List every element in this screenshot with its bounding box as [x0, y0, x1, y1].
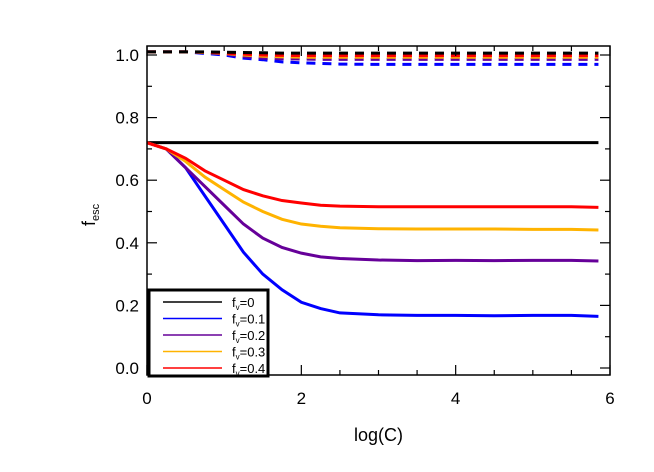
- legend-label: fv=0.2: [232, 328, 265, 345]
- y-tick-label: 0.2: [115, 296, 139, 315]
- legend-label-value: =0.2: [240, 328, 266, 343]
- series-line-4: [146, 141, 599, 209]
- legend-label: fv=0.4: [232, 361, 265, 378]
- legend-label-sub: v: [236, 303, 240, 312]
- series-line-1: [146, 141, 599, 318]
- x-tick-label: 6: [605, 389, 614, 408]
- y-tick-label: 0.4: [115, 234, 139, 253]
- x-axis-label: log(C): [354, 425, 403, 445]
- y-tick-label: 1.0: [115, 46, 139, 65]
- y-axis-label: fesc: [79, 203, 102, 226]
- x-tick-label: 4: [451, 389, 460, 408]
- legend-label-sub: v: [236, 336, 240, 345]
- series-line-3: [146, 141, 599, 232]
- legend-label: fv=0.1: [232, 312, 265, 329]
- legend-label-value: =0.3: [240, 345, 266, 360]
- legend-label-value: =0.4: [240, 361, 266, 376]
- y-tick-label: 0.6: [115, 171, 139, 190]
- legend-label-value: =0: [240, 295, 255, 310]
- legend-box: [147, 288, 270, 378]
- legend-label-sub: v: [236, 353, 240, 362]
- legend-label-sub: v: [236, 369, 240, 378]
- x-tick-label: 2: [297, 389, 306, 408]
- y-tick-label: 0.0: [115, 359, 139, 378]
- legend-label: fv=0.3: [232, 345, 265, 362]
- x-tick-label: 0: [142, 389, 151, 408]
- dashed-series-line-4: [147, 50, 599, 55]
- y-axis-label-sub: esc: [90, 203, 102, 221]
- series-line-2: [146, 141, 599, 263]
- legend-label-value: =0.1: [240, 312, 266, 327]
- legend-label: fv=0: [232, 295, 254, 312]
- legend-label-sub: v: [236, 320, 240, 329]
- y-tick-label: 0.8: [115, 109, 139, 128]
